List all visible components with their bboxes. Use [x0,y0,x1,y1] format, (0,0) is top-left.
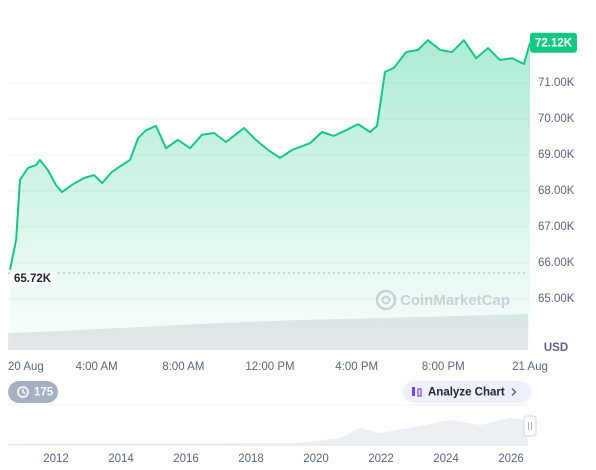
navigator-label: 2014 [108,453,134,465]
y-tick-label: 65.00K [538,293,575,305]
watermark-text: CoinMarketCap [400,292,510,309]
analyze-button-text: Analyze Chart [428,387,505,399]
x-tick-label: 21 Aug [512,361,548,373]
start-price-label: 65.72K [14,273,52,285]
y-tick-label: 69.00K [538,149,575,161]
last-price-badge [530,32,577,53]
count-button-text: 175 [34,387,54,399]
navigator-label: 2012 [43,453,69,465]
navigator-label: 2022 [368,453,394,465]
y-tick-label: 67.00K [538,221,575,233]
navigator-label: 2024 [433,453,459,465]
navigator-label: 2020 [303,453,329,465]
x-tick-label: 4:00 AM [76,361,118,373]
x-tick-label: 8:00 AM [162,361,204,373]
y-tick-label: 66.00K [538,257,575,269]
currency-label: USD [544,342,568,354]
navigator-label: 2018 [238,453,264,465]
y-tick-label: 71.00K [538,77,575,89]
y-tick-label: 70.00K [538,113,575,125]
navigator-label: 2016 [173,453,199,465]
x-tick-label: 8:00 PM [422,361,465,373]
y-tick-label: 68.00K [538,185,575,197]
start-price-bg [10,272,56,287]
navigator-label: 2026 [498,453,524,465]
last-price-label: 72.12K [535,37,573,49]
analyze-button[interactable]: Analyze Chart [403,381,531,403]
x-tick-label: 20 Aug [8,361,44,373]
count-button[interactable]: 175 [8,381,58,403]
navigator [8,404,537,446]
x-tick-label: 4:00 PM [335,361,378,373]
x-tick-label: 12:00 PM [245,361,294,373]
watermark: CoinMarketCap [375,289,510,311]
price-line [9,39,531,270]
